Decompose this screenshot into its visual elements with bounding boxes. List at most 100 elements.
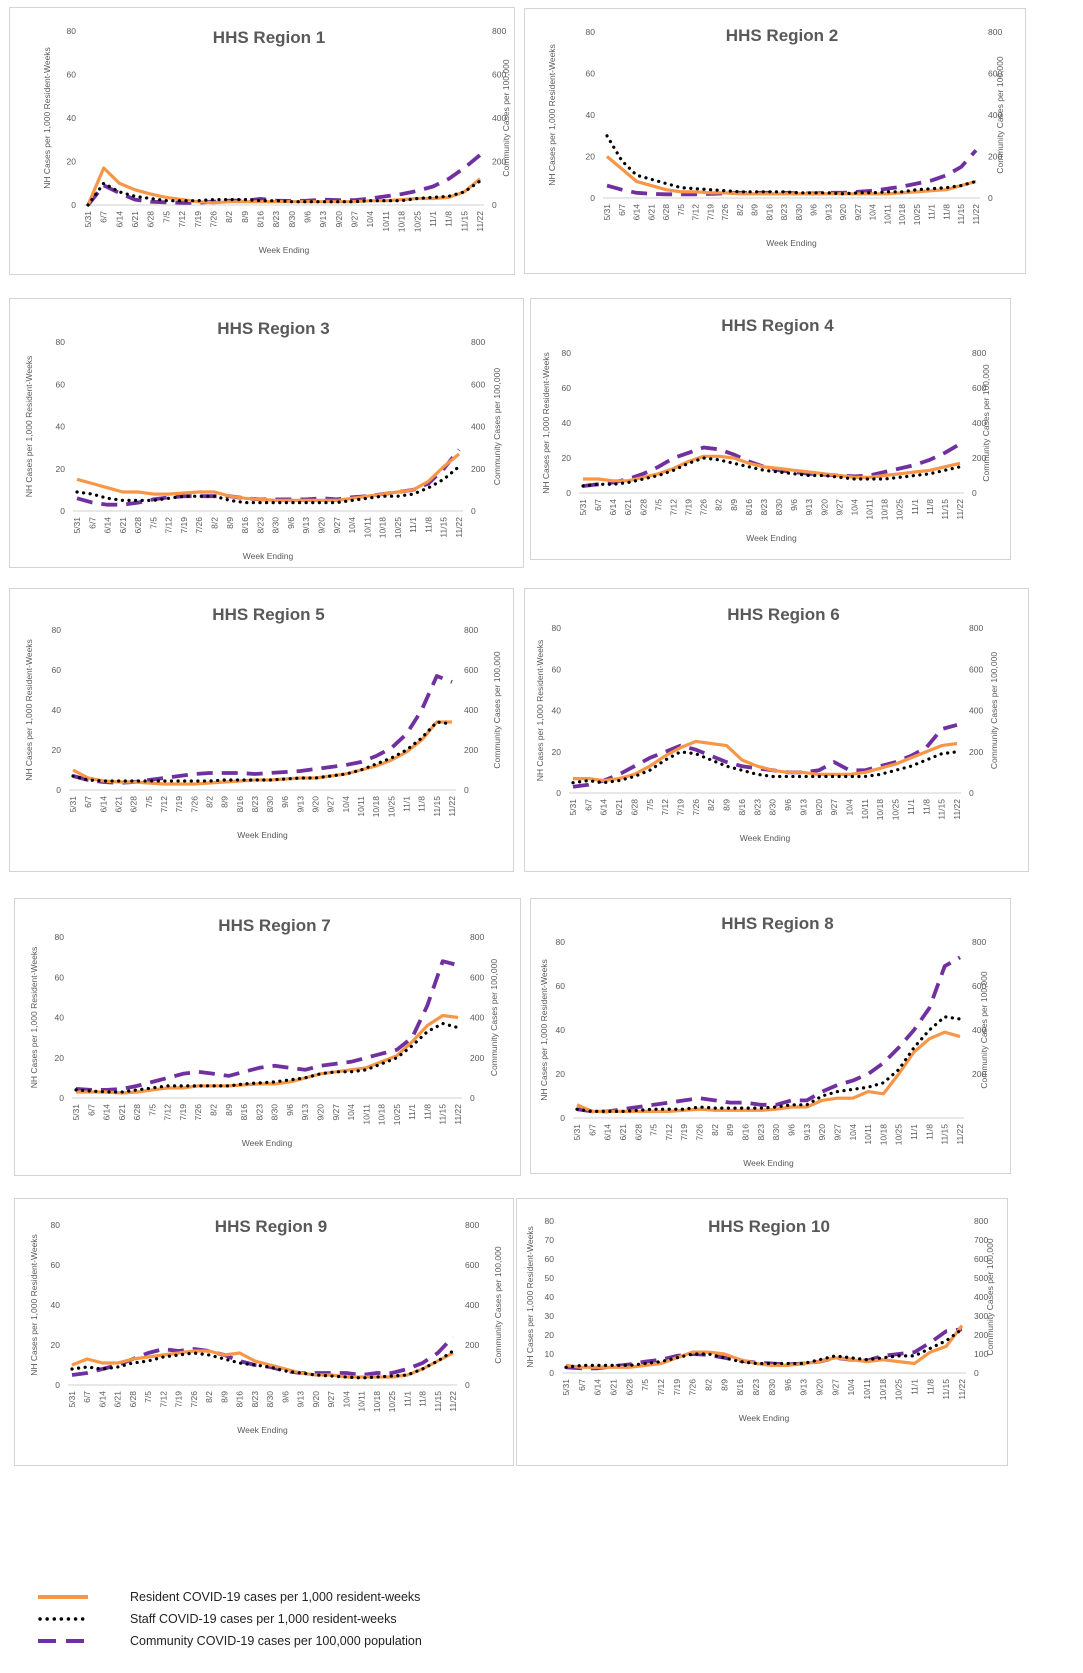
x-tick-label: 11/15: [459, 211, 469, 232]
x-tick-label: 5/31: [572, 1124, 582, 1141]
y2-tick-label: 0: [969, 788, 974, 798]
x-tick-label: 5/31: [578, 499, 588, 516]
x-tick-label: 8/9: [224, 1104, 234, 1116]
y2-tick-label: 200: [988, 152, 1002, 162]
x-tick-label: 9/27: [326, 796, 336, 813]
y-tick-label: 20: [52, 745, 62, 755]
x-tick-label: 6/7: [583, 799, 593, 811]
series-line-resident: [583, 454, 961, 483]
y2-axis-title: Community Cases per 100,000: [979, 971, 989, 1088]
y-tick-label: 80: [52, 625, 62, 635]
y2-axis-title: Community Cases per 100,000: [492, 651, 502, 768]
x-tick-label: 9/27: [326, 1391, 336, 1408]
x-tick-label: 8/2: [224, 211, 234, 223]
x-tick-label: 8/23: [779, 204, 789, 221]
y-tick-label: 20: [545, 1330, 555, 1340]
x-tick-label: 9/27: [350, 211, 360, 228]
y2-axis-title: Community Cases per 100,000: [489, 959, 499, 1076]
x-tick-label: 11/22: [952, 799, 962, 820]
x-tick-label: 11/1: [407, 1104, 417, 1120]
x-tick-label: 10/4: [365, 211, 375, 228]
x-tick-label: 6/21: [117, 1104, 127, 1121]
x-tick-label: 7/26: [695, 1124, 705, 1141]
x-tick-label: 11/8: [924, 1124, 934, 1140]
x-tick-label: 10/4: [346, 1104, 356, 1121]
x-tick-label: 8/2: [204, 796, 214, 808]
x-tick-label: 6/7: [82, 1391, 92, 1403]
y2-axis-title: Community Cases per 100,000: [985, 1238, 995, 1355]
y2-tick-label: 600: [974, 1254, 988, 1264]
chart-panel-region-10: HHS Region 10 0 10 20 30 40 50 60 70 80 0 100 200 300…: [516, 1198, 1008, 1466]
x-tick-label: 11/8: [925, 1379, 935, 1395]
x-tick-label: 6/14: [599, 799, 609, 816]
x-tick-label: 7/26: [189, 796, 199, 813]
x-tick-label: 7/19: [684, 499, 694, 516]
x-tick-label: 8/9: [225, 517, 235, 529]
x-tick-label: 9/13: [799, 1379, 809, 1396]
legend-label-staff: Staff COVID-19 cases per 1,000 resident-…: [130, 1612, 397, 1626]
y2-tick-label: 100: [974, 1349, 988, 1359]
x-tick-label: 10/25: [393, 517, 403, 539]
x-tick-label: 8/23: [752, 799, 762, 816]
x-tick-label: 6/28: [146, 211, 156, 228]
y-tick-label: 60: [586, 69, 596, 79]
x-tick-label: 9/6: [809, 204, 819, 216]
y2-tick-label: 800: [471, 337, 485, 347]
series-line-community: [72, 674, 453, 785]
x-tick-label: 10/4: [844, 799, 854, 816]
x-tick-label: 10/18: [880, 499, 890, 521]
x-tick-label: 9/20: [838, 204, 848, 221]
x-tick-label: 9/27: [832, 1124, 842, 1141]
x-tick-label: 8/9: [240, 211, 250, 223]
chart-panel-region-9: HHS Region 9 0 20 40 60 80 0 200 400 600 800 5/31 6/…: [14, 1198, 514, 1466]
x-tick-label: 11/1: [910, 499, 920, 515]
x-tick-label: 6/28: [132, 1104, 142, 1121]
y2-tick-label: 800: [972, 348, 986, 358]
x-tick-label: 9/13: [296, 1391, 306, 1408]
y-tick-label: 80: [545, 1216, 555, 1226]
y2-tick-label: 0: [464, 785, 469, 795]
y2-tick-label: 0: [471, 506, 476, 516]
x-axis-title: Week Ending: [243, 551, 294, 561]
y-tick-label: 40: [51, 1300, 61, 1310]
x-tick-label: 10/11: [882, 204, 892, 225]
y2-tick-label: 200: [470, 1053, 484, 1063]
x-tick-label: 6/14: [98, 796, 108, 813]
y-tick-label: 40: [52, 705, 62, 715]
x-tick-label: 6/21: [623, 499, 633, 516]
x-tick-label: 7/19: [672, 1379, 682, 1396]
legend-swatch-community: [38, 1639, 88, 1643]
y2-tick-label: 400: [470, 1013, 484, 1023]
x-tick-label: 7/5: [640, 1379, 650, 1391]
y-tick-label: 60: [556, 981, 566, 991]
x-tick-label: 11/15: [956, 204, 966, 225]
x-tick-label: 10/18: [897, 204, 907, 226]
chart-title: HHS Region 10: [708, 1217, 830, 1236]
x-axis-title: Week Ending: [237, 1425, 288, 1435]
x-tick-label: 6/7: [617, 204, 627, 216]
x-tick-label: 7/26: [699, 499, 709, 516]
x-tick-label: 9/13: [823, 204, 833, 221]
series-line-resident: [576, 1030, 961, 1113]
x-tick-label: 8/23: [250, 1391, 260, 1408]
y-tick-label: 40: [55, 1013, 65, 1023]
y-tick-label: 0: [71, 200, 76, 210]
x-tick-label: 11/8: [418, 1391, 428, 1407]
x-tick-label: 8/23: [751, 1379, 761, 1396]
x-tick-label: 8/16: [735, 1379, 745, 1396]
x-tick-label: 6/28: [629, 799, 639, 816]
chart-panel-region-8: HHS Region 8 0 20 40 60 80 200 400 600 800 5/31 6/7…: [530, 898, 1011, 1174]
x-tick-label: 6/21: [614, 799, 624, 816]
chart-panel-region-4: HHS Region 4 0 20 40 60 80 0 200 400 600 800 5/31 6/…: [530, 298, 1011, 560]
x-tick-label: 6/7: [87, 517, 97, 529]
x-tick-label: 10/25: [895, 499, 905, 521]
series-line-community: [76, 448, 461, 507]
x-tick-label: 7/19: [679, 1124, 689, 1141]
y-axis-title: NH Cases per 1,000 Resident-Weeks: [42, 47, 52, 189]
x-tick-label: 11/22: [453, 1104, 463, 1125]
x-tick-label: 6/14: [103, 517, 113, 534]
x-tick-label: 11/22: [454, 517, 464, 538]
x-tick-label: 9/13: [802, 1124, 812, 1141]
x-tick-label: 7/5: [147, 1104, 157, 1116]
x-tick-label: 6/21: [113, 1391, 123, 1408]
